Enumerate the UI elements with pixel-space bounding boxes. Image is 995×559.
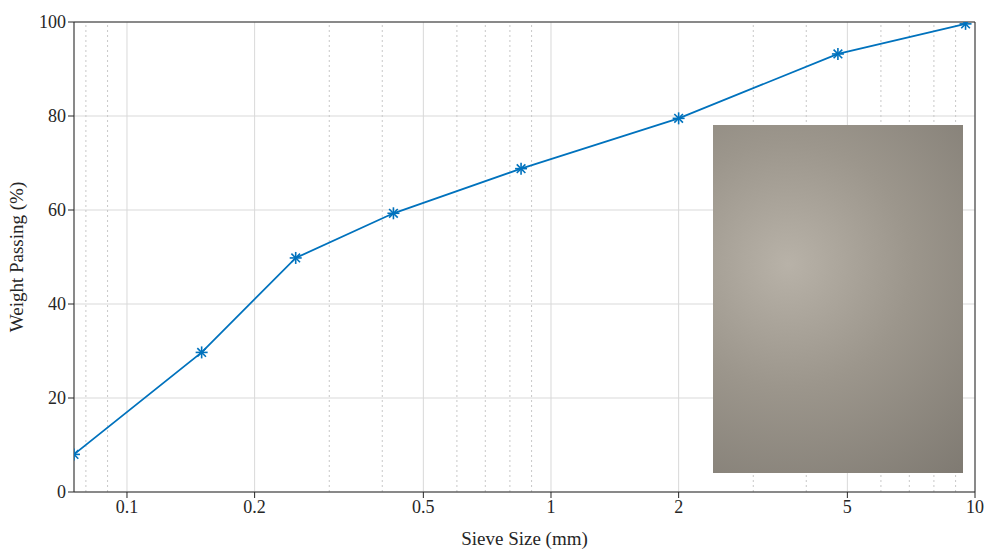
svg-text:60: 60	[48, 200, 66, 220]
svg-text:0.2: 0.2	[243, 497, 266, 517]
svg-text:0.5: 0.5	[412, 497, 435, 517]
svg-text:100: 100	[39, 12, 66, 32]
svg-text:Weight Passing (%): Weight Passing (%)	[6, 182, 28, 332]
svg-text:Sieve Size (mm): Sieve Size (mm)	[461, 528, 588, 550]
svg-text:20: 20	[48, 388, 66, 408]
svg-text:80: 80	[48, 106, 66, 126]
svg-text:1: 1	[546, 497, 555, 517]
svg-text:0: 0	[57, 482, 66, 502]
svg-text:2: 2	[674, 497, 683, 517]
svg-text:0.1: 0.1	[116, 497, 139, 517]
svg-text:5: 5	[843, 497, 852, 517]
svg-text:10: 10	[966, 497, 984, 517]
svg-text:40: 40	[48, 294, 66, 314]
